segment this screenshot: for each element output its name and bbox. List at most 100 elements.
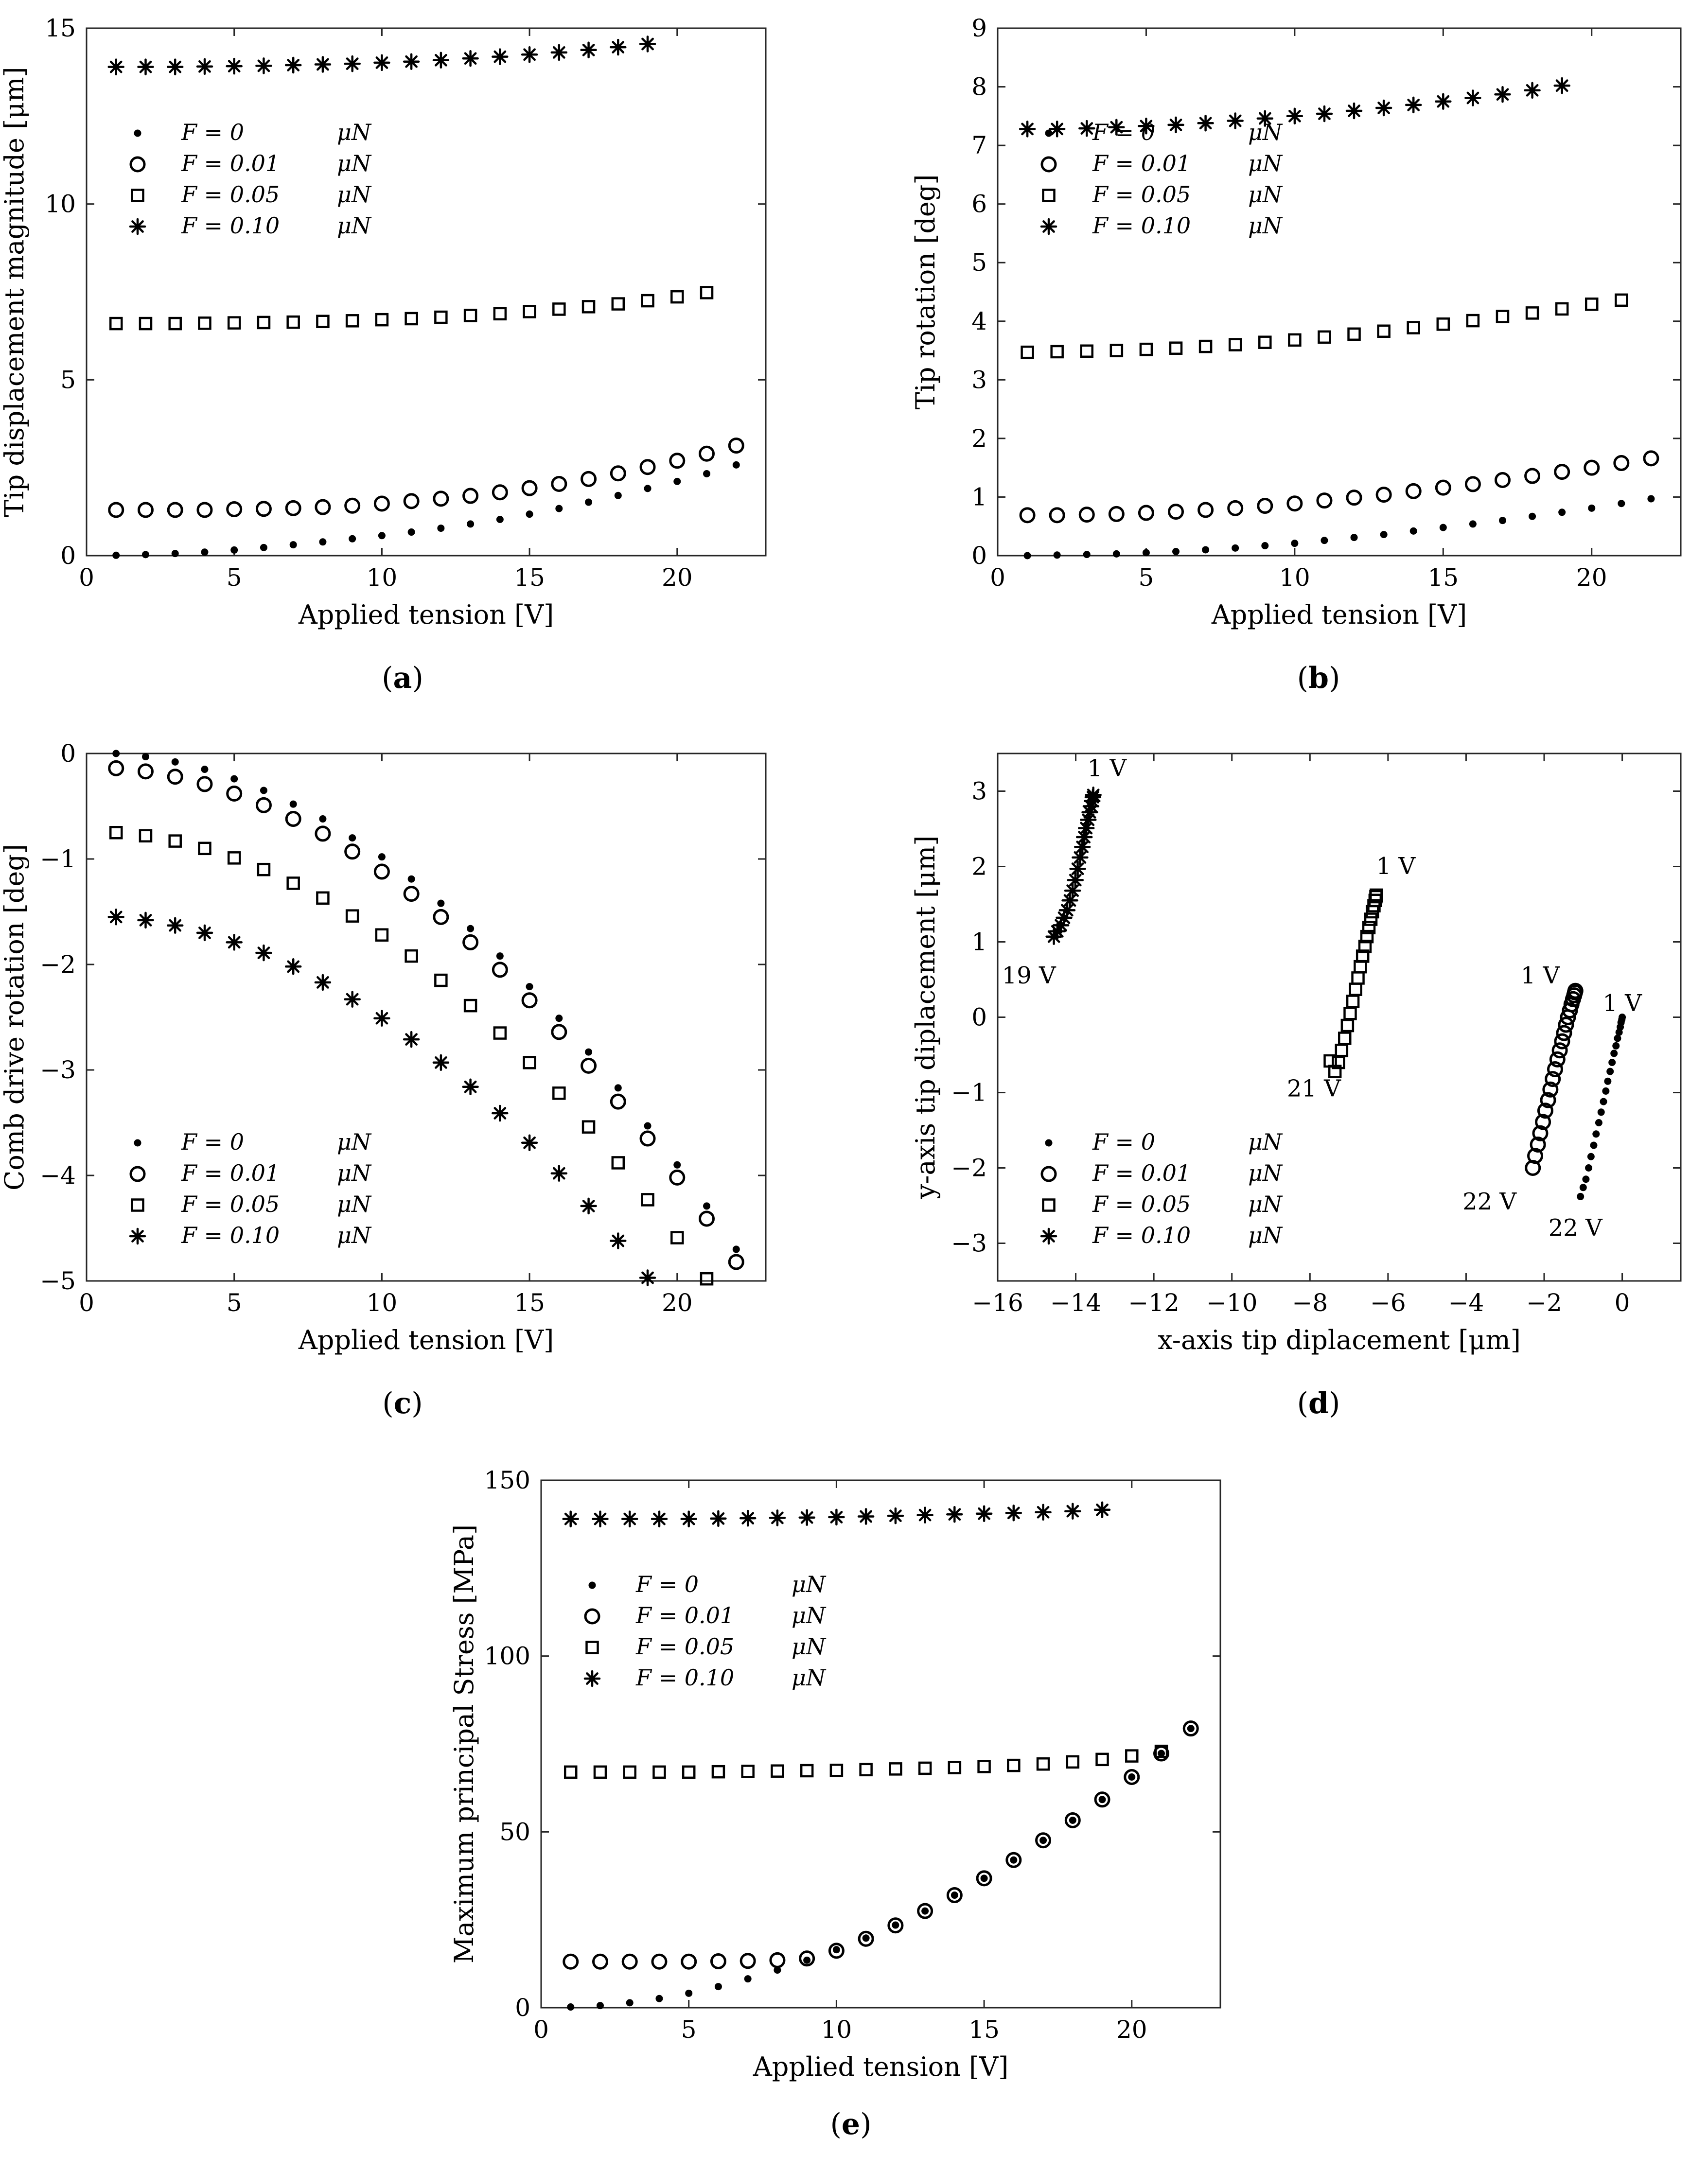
legend-marker — [129, 156, 146, 173]
data-point — [1108, 506, 1125, 522]
data-point — [1172, 548, 1180, 556]
data-point — [227, 851, 241, 865]
x-tick-label: −10 — [1206, 1289, 1258, 1317]
caption-paren-open: ( — [830, 2107, 841, 2141]
data-point — [585, 1048, 593, 1056]
data-point — [1257, 498, 1273, 514]
data-point — [1602, 1087, 1610, 1095]
data-point — [255, 944, 272, 962]
series-square — [109, 286, 714, 331]
data-point — [1560, 1009, 1576, 1025]
data-point — [493, 1026, 507, 1040]
data-point — [563, 1953, 579, 1970]
caption-paren-close: ) — [1329, 661, 1340, 695]
data-point — [373, 863, 390, 880]
caption-letter: a — [393, 661, 412, 695]
data-point — [552, 302, 566, 316]
data-point — [699, 445, 715, 462]
y-axis-label: y-axis tip diplacement [μm] — [910, 836, 941, 1200]
point-annotation: 1 V — [1602, 990, 1642, 1017]
data-point — [1375, 99, 1392, 117]
x-axis-label: Applied tension [V] — [298, 599, 554, 630]
data-point — [644, 485, 652, 492]
data-point — [585, 498, 593, 506]
series-asterisk — [1045, 787, 1102, 945]
series-asterisk — [107, 35, 656, 75]
data-point — [918, 1761, 932, 1775]
data-point — [1084, 792, 1101, 809]
x-axis-label: x-axis tip diplacement [μm] — [1158, 1325, 1521, 1355]
data-point — [1168, 504, 1184, 520]
data-point — [1643, 450, 1659, 467]
data-point — [799, 1950, 815, 1967]
data-point — [201, 548, 209, 556]
legend-label: F = 0.05 — [1092, 1191, 1191, 1217]
data-point — [496, 515, 504, 523]
data-point — [403, 53, 420, 70]
data-point — [1358, 940, 1372, 953]
data-point — [1078, 120, 1095, 137]
legend-marker — [134, 1139, 141, 1147]
legend-label: F = 0 — [1092, 1129, 1155, 1155]
caption-paren-open: ( — [1297, 661, 1308, 695]
legend-label: F = 0.01 — [635, 1602, 734, 1629]
data-point — [1562, 1002, 1578, 1019]
data-point — [641, 294, 654, 308]
data-point — [621, 1510, 638, 1527]
legend-unit: μN — [1248, 212, 1283, 239]
data-point — [769, 1509, 786, 1526]
data-point — [1075, 828, 1093, 846]
legend-label: F = 0.10 — [1092, 1222, 1191, 1248]
data-point — [139, 316, 153, 331]
data-point — [1316, 492, 1333, 509]
data-point — [141, 551, 149, 559]
data-point — [614, 1084, 622, 1092]
chart-e: 0 5 10 15 20 0 50 100 150 Applied tension [V] Maxi… — [449, 1466, 1221, 2141]
series-asterisk — [107, 909, 656, 1286]
data-point — [610, 1232, 627, 1249]
data-point — [1612, 1042, 1620, 1050]
data-point — [651, 1953, 668, 1970]
data-point — [581, 300, 596, 314]
data-point — [349, 535, 356, 543]
data-point — [112, 551, 120, 559]
legend-label: F = 0.05 — [181, 1191, 280, 1217]
data-point — [948, 1761, 962, 1774]
legend-label: F = 0 — [635, 1571, 699, 1597]
data-point — [1005, 1505, 1022, 1522]
data-point — [433, 490, 449, 507]
data-point — [858, 1930, 874, 1947]
data-point — [673, 1161, 681, 1169]
legend-label: F = 0.10 — [635, 1664, 734, 1691]
data-point — [1005, 1852, 1022, 1868]
point-annotation: 1 V — [1521, 962, 1561, 989]
x-tick-label: −6 — [1370, 1289, 1406, 1317]
point-annotation: 22 V — [1549, 1214, 1603, 1242]
data-point — [673, 477, 681, 485]
series-dot — [112, 461, 740, 559]
chart-a: 0 5 10 15 20 0 5 10 15 Applied tension [V] Tip dis… — [0, 14, 767, 695]
x-tick-label: 0 — [990, 563, 1005, 592]
data-point — [857, 1508, 875, 1525]
data-point — [641, 1193, 654, 1207]
data-point — [710, 1510, 727, 1527]
data-point — [828, 1508, 845, 1526]
data-point — [1197, 502, 1214, 518]
data-point — [551, 1024, 567, 1040]
y-tick-label: 15 — [45, 14, 76, 42]
data-point — [437, 525, 445, 532]
data-point — [1083, 551, 1091, 559]
data-point — [196, 58, 213, 75]
legend: F = 0 μN F = 0.01 μN F = 0.05 μN F = 0.10 μN — [129, 119, 372, 239]
data-point — [198, 841, 211, 856]
data-point — [1256, 110, 1274, 127]
y-tick-label: −3 — [951, 1229, 987, 1258]
data-point — [230, 775, 238, 783]
legend-unit: μN — [1248, 181, 1283, 208]
data-point — [1138, 118, 1155, 135]
data-point — [1579, 1184, 1587, 1191]
data-point — [1585, 298, 1599, 311]
data-point — [610, 465, 626, 482]
data-point — [1169, 341, 1183, 355]
